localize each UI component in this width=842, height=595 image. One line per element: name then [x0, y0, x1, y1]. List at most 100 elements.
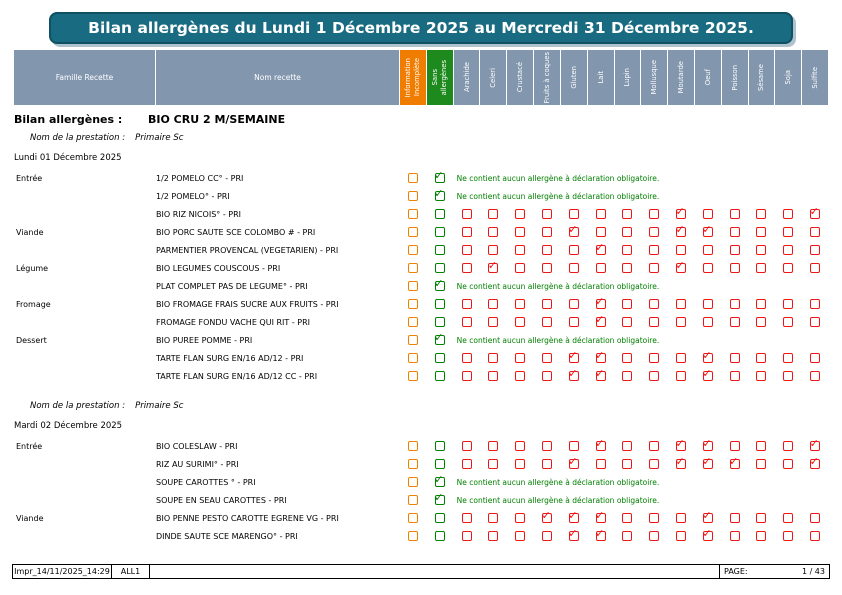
- allergen-checkbox-mollusque-cell: [641, 441, 667, 451]
- allergen-checkbox-lait-cell: ✓: [588, 527, 614, 541]
- recipe-cell: SOUPE CAROTTES ° - PRI: [156, 477, 256, 487]
- allergen-checkbox-soja: [783, 531, 794, 541]
- recipe-cell: BIO PENNE PESTO CAROTTE EGRENE VG - PRI: [156, 513, 339, 523]
- allergen-checkbox-oeuf: ✓: [702, 368, 713, 381]
- check-mark-icon: ✓: [702, 437, 712, 450]
- allergen-checkbox-oeuf: ✓: [702, 456, 713, 469]
- allergen-checkbox-arachide: [461, 459, 472, 469]
- family-cell: Entrée: [16, 173, 43, 183]
- allergen-checkbox-mollusque: [649, 245, 660, 255]
- info-incomplete-checkbox: [407, 245, 418, 255]
- allergen-checkbox-crustace-cell: [507, 299, 533, 309]
- allergen-label: Sulfite: [811, 67, 819, 89]
- allergen-checkbox-soja: [783, 441, 794, 451]
- sans-allergenes-label: Sans allergènes: [431, 60, 448, 95]
- allergen-checkbox-sulfite-cell: ✓: [802, 206, 828, 219]
- allergen-checkbox-lupin-cell: [615, 317, 641, 327]
- allergen-checkbox-sulfite: [810, 227, 821, 237]
- allergen-checkbox-sesame-cell: [749, 441, 775, 451]
- allergen-checkbox-celeri-cell: [480, 299, 506, 309]
- allergen-checkbox-arachide-cell: [454, 227, 480, 237]
- table-row: SOUPE EN SEAU CAROTTES - PRI ✓ Ne contient…: [14, 491, 828, 509]
- allergen-checkbox-mollusque: [649, 227, 660, 237]
- sans-allergenes-checkbox: [434, 459, 445, 469]
- allergen-checkbox-gluten: [568, 263, 579, 273]
- recipe-cell: 1/2 POMELO° - PRI: [156, 191, 230, 201]
- allergen-checkbox-sulfite-cell: [802, 299, 828, 309]
- allergen-column-header-lupin: Lupin: [614, 50, 641, 105]
- allergen-checkbox-lupin: [622, 353, 633, 363]
- allergen-checkbox-gluten-cell: [561, 245, 587, 255]
- allergen-checkbox-mollusque-cell: [641, 353, 667, 363]
- recipe-cell: BIO LEGUMES COUSCOUS - PRI: [156, 263, 281, 273]
- page-indicator: PAGE: 1 / 43: [720, 564, 830, 579]
- allergen-checkbox-mollusque-cell: [641, 263, 667, 273]
- allergen-checkbox-moutarde-cell: [668, 245, 694, 255]
- sans-allergenes-checkbox-cell: [427, 209, 453, 219]
- days-container: Nom de la prestation : Primaire Sc Lundi 0…: [14, 133, 828, 545]
- allergen-checkbox-lupin: [622, 459, 633, 469]
- allergen-checkbox-lait: ✓: [595, 367, 606, 381]
- check-mark-icon: ✓: [434, 473, 444, 486]
- info-incomplete-checkbox-cell: [400, 371, 426, 381]
- allergen-checkbox-sulfite: [810, 513, 821, 523]
- check-mark-icon: ✓: [675, 205, 685, 218]
- allergen-checkbox-sesame-cell: [749, 227, 775, 237]
- no-allergen-text: Ne contient aucun allergène à déclaratio…: [456, 281, 660, 291]
- allergen-checkbox-gluten-cell: ✓: [561, 350, 587, 363]
- allergen-checkbox-moutarde-cell: [668, 513, 694, 523]
- allergen-checkbox-celeri: [488, 531, 499, 541]
- sans-allergenes-checkbox-cell: [427, 531, 453, 541]
- allergen-checkbox-arachide-cell: [454, 531, 480, 541]
- table-row: Entrée BIO COLESLAW - PRI ✓ ✓ ✓ ✓: [14, 437, 828, 455]
- bilan-label: Bilan allergènes :: [14, 113, 123, 126]
- allergen-checkbox-lait: [595, 227, 606, 237]
- allergen-checkbox-poisson: [729, 353, 740, 363]
- family-column-header: Famille Recette: [14, 50, 155, 105]
- allergen-checkbox-lait-cell: ✓: [588, 296, 614, 309]
- allergen-checkbox-lait: ✓: [595, 437, 606, 451]
- recipe-cell: PARMENTIER PROVENCAL (VEGETARIEN) - PRI: [156, 245, 339, 255]
- recipe-cell: PLAT COMPLET PAS DE LEGUME° - PRI: [156, 281, 308, 291]
- allergen-checkbox-sesame-cell: [749, 299, 775, 309]
- allergen-checkbox-fruits-a-coques: [541, 441, 552, 451]
- check-mark-icon: ✓: [595, 437, 605, 450]
- info-incomplete-checkbox-cell: [400, 227, 426, 237]
- allergen-checkbox-oeuf-cell: [695, 209, 721, 219]
- allergen-checkbox-celeri: [488, 209, 499, 219]
- allergen-checkbox-sesame: [756, 263, 767, 273]
- allergen-checkbox-lupin-cell: [615, 299, 641, 309]
- sans-allergenes-checkbox: ✓: [434, 332, 445, 345]
- allergen-checkbox-mollusque-cell: [641, 317, 667, 327]
- allergen-checkbox-lupin: [622, 245, 633, 255]
- prestation-line: Nom de la prestation : Primaire Sc: [30, 133, 828, 143]
- check-mark-icon: ✓: [434, 491, 444, 504]
- allergen-checkbox-poisson: [729, 513, 740, 523]
- allergen-checkbox-oeuf-cell: ✓: [695, 368, 721, 381]
- allergen-label-text: Lupin: [623, 68, 632, 87]
- allergen-checkbox-soja: [783, 317, 794, 327]
- allergen-checkbox-oeuf-cell: [695, 263, 721, 273]
- allergen-checkbox-celeri: [488, 353, 499, 363]
- allergen-checkbox-poisson-cell: [722, 209, 748, 219]
- allergen-checkbox-mollusque: [649, 513, 660, 523]
- recipe-cell: TARTE FLAN SURG EN/16 AD/12 - PRI: [156, 353, 304, 363]
- info-incomplete-checkbox-cell: [400, 495, 426, 505]
- allergen-checkbox-lait-cell: ✓: [588, 437, 614, 451]
- prestation-label: Nom de la prestation :: [30, 133, 126, 143]
- allergen-label: Moutarde: [677, 61, 685, 93]
- no-allergen-text: Ne contient aucun allergène à déclaratio…: [456, 173, 660, 183]
- allergen-column-header-mollusque: Mollusque: [641, 50, 668, 105]
- no-allergen-text: Ne contient aucun allergène à déclaratio…: [456, 495, 660, 505]
- info-incomplete-checkbox: [407, 477, 418, 487]
- allergen-checkbox-poisson-cell: [722, 353, 748, 363]
- check-mark-icon: ✓: [595, 241, 605, 254]
- check-mark-icon: ✓: [595, 367, 605, 380]
- allergen-checkbox-gluten: ✓: [568, 456, 579, 469]
- allergen-checkbox-sesame: [756, 513, 767, 523]
- allergen-checkbox-celeri-cell: [480, 441, 506, 451]
- check-mark-icon: ✓: [595, 527, 605, 540]
- allergen-checkbox-crustace-cell: [507, 317, 533, 327]
- day-section: Nom de la prestation : Primaire Sc Mardi 0…: [14, 401, 828, 545]
- allergen-checkbox-lupin: [622, 371, 633, 381]
